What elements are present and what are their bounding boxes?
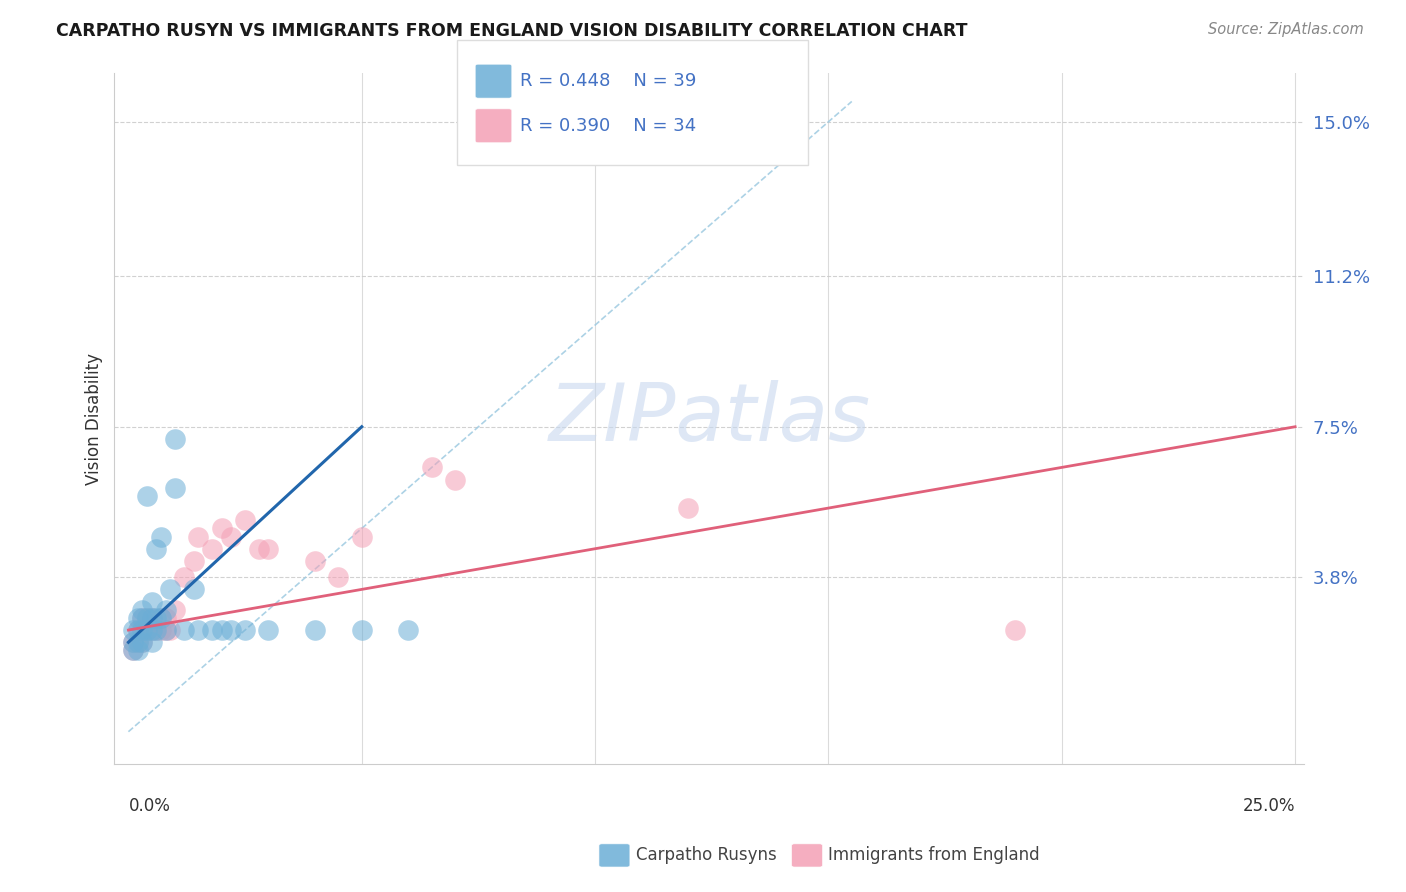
Point (201, 541, 224, 556)
Point (127, 635, 149, 649)
Point (131, 603, 153, 617)
Point (136, 489, 159, 503)
Point (304, 623, 326, 637)
Point (127, 643, 149, 657)
Point (141, 594, 163, 608)
Point (145, 541, 167, 556)
Point (183, 582, 205, 597)
Point (187, 529, 209, 543)
Point (141, 623, 163, 637)
Point (219, 529, 242, 543)
Point (155, 623, 177, 637)
Point (201, 623, 224, 637)
Point (257, 623, 280, 637)
Point (159, 623, 181, 637)
Point (173, 623, 195, 637)
Point (122, 643, 145, 657)
Text: 0.0%: 0.0% (128, 797, 170, 814)
Point (127, 635, 149, 649)
Point (145, 623, 167, 637)
Point (165, 481, 187, 495)
Point (122, 623, 145, 637)
Point (328, 570, 350, 584)
Point (233, 623, 256, 637)
Point (122, 635, 145, 649)
Point (122, 635, 145, 649)
Point (150, 611, 173, 625)
Point (150, 623, 173, 637)
Point (122, 643, 145, 657)
Text: 25.0%: 25.0% (1243, 797, 1295, 814)
Point (444, 473, 467, 487)
Point (304, 554, 326, 568)
Point (131, 623, 153, 637)
Point (127, 623, 149, 637)
Point (233, 513, 256, 527)
Point (141, 635, 163, 649)
Point (165, 432, 187, 446)
Point (150, 529, 173, 543)
Point (257, 541, 280, 556)
Y-axis label: Vision Disability: Vision Disability (86, 352, 103, 484)
Point (141, 611, 163, 625)
Point (145, 623, 167, 637)
Point (136, 611, 159, 625)
Text: R = 0.448    N = 39: R = 0.448 N = 39 (520, 72, 696, 90)
Point (396, 623, 419, 637)
Text: Carpatho Rusyns: Carpatho Rusyns (636, 847, 776, 864)
Text: R = 0.390    N = 34: R = 0.390 N = 34 (520, 117, 696, 135)
Point (219, 623, 242, 637)
Point (165, 603, 187, 617)
Point (150, 611, 173, 625)
Text: ZIPatlas: ZIPatlas (548, 380, 870, 458)
Point (350, 623, 373, 637)
Point (127, 623, 149, 637)
Point (183, 554, 205, 568)
Point (247, 541, 270, 556)
Point (141, 623, 163, 637)
Point (155, 623, 177, 637)
Point (131, 635, 153, 649)
Point (136, 623, 159, 637)
Point (131, 635, 153, 649)
Point (131, 611, 153, 625)
Text: CARPATHO RUSYN VS IMMIGRANTS FROM ENGLAND VISION DISABILITY CORRELATION CHART: CARPATHO RUSYN VS IMMIGRANTS FROM ENGLAN… (56, 22, 967, 40)
Point (127, 611, 149, 625)
Point (187, 623, 209, 637)
Point (131, 611, 153, 625)
Point (136, 623, 159, 637)
Point (678, 501, 700, 516)
Point (141, 611, 163, 625)
Text: Source: ZipAtlas.com: Source: ZipAtlas.com (1208, 22, 1364, 37)
Point (1004, 623, 1026, 637)
Text: Immigrants from England: Immigrants from England (828, 847, 1040, 864)
Point (155, 611, 177, 625)
Point (136, 611, 159, 625)
Point (131, 623, 153, 637)
Point (173, 570, 195, 584)
Point (155, 603, 177, 617)
Point (145, 611, 167, 625)
Point (420, 460, 443, 475)
Point (350, 529, 373, 543)
Point (211, 623, 233, 637)
Point (211, 521, 233, 535)
Point (159, 582, 181, 597)
